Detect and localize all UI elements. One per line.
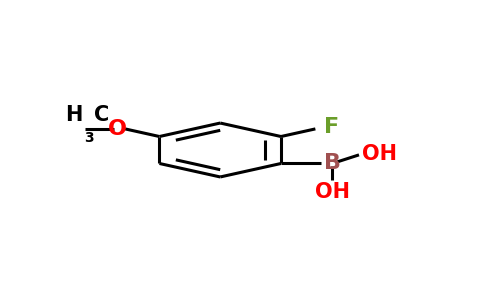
Text: H: H [66, 105, 83, 125]
Text: B: B [324, 154, 341, 173]
Text: 3: 3 [84, 131, 93, 145]
Text: F: F [324, 117, 339, 137]
Text: O: O [108, 119, 127, 139]
Text: OH: OH [362, 144, 397, 164]
Text: OH: OH [315, 182, 350, 202]
Text: C: C [93, 105, 109, 125]
